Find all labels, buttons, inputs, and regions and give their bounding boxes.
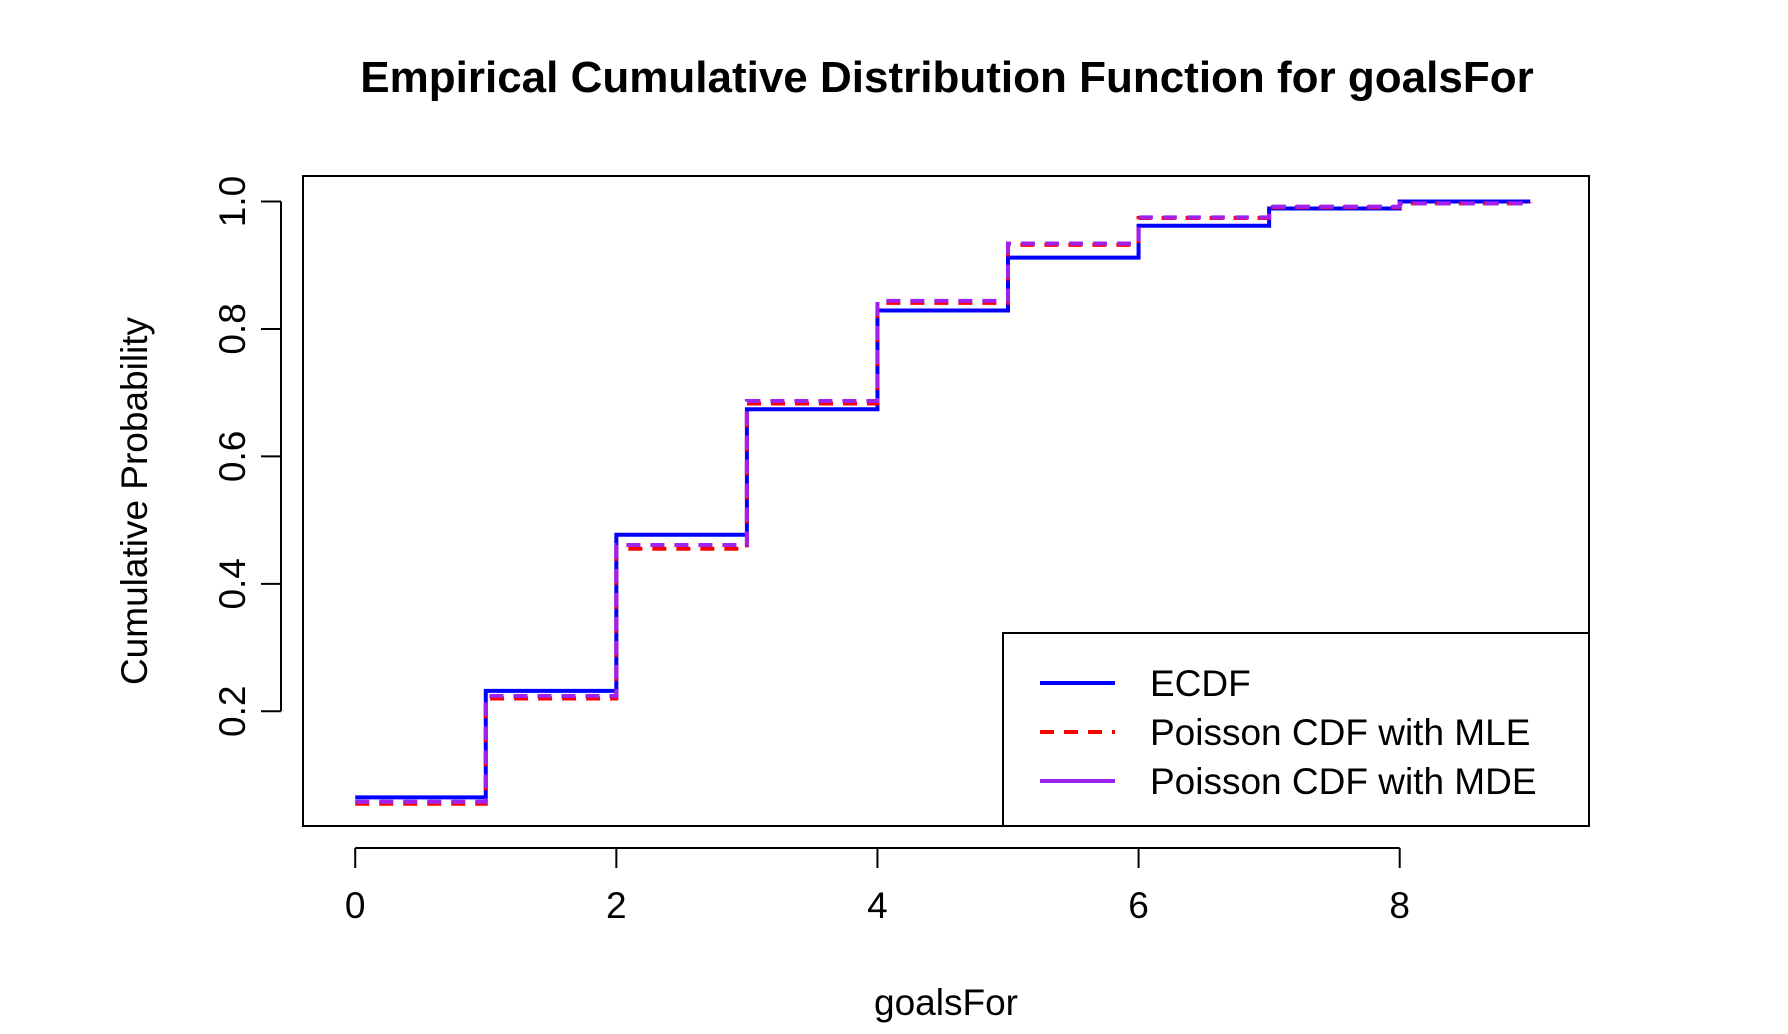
legend: ECDF Poisson CDF with MLE Poisson CDF wi… <box>1002 632 1590 827</box>
x-tick-label: 2 <box>606 885 627 926</box>
legend-box <box>1002 632 1590 827</box>
x-tick-label: 4 <box>867 885 888 926</box>
x-tick-label: 6 <box>1128 885 1149 926</box>
legend-label-mle: Poisson CDF with MLE <box>1150 712 1530 753</box>
y-tick-label: 0.6 <box>212 431 253 482</box>
y-tick-label: 0.4 <box>212 558 253 609</box>
plot-frame <box>302 175 1590 827</box>
series-layer <box>355 199 1533 806</box>
y-tick-label: 1.0 <box>212 176 253 227</box>
legend-label-mde: Poisson CDF with MDE <box>1150 761 1537 802</box>
x-tick-label: 8 <box>1389 885 1410 926</box>
series-line-1 <box>355 199 1531 800</box>
legend-label-ecdf: ECDF <box>1150 663 1251 704</box>
y-tick-label: 0.8 <box>212 303 253 354</box>
y-axis-label: Cumulative Probability <box>114 316 155 685</box>
x-axis: 0 2 4 6 8 <box>345 847 1410 926</box>
x-tick-label: 0 <box>345 885 366 926</box>
x-axis-label: goalsFor <box>874 982 1018 1023</box>
y-tick-label: 0.2 <box>212 686 253 737</box>
series-line-3 <box>355 201 1533 804</box>
chart-title: Empirical Cumulative Distribution Functi… <box>360 53 1533 102</box>
y-axis: 0.2 0.4 0.6 0.8 1.0 <box>212 176 282 737</box>
